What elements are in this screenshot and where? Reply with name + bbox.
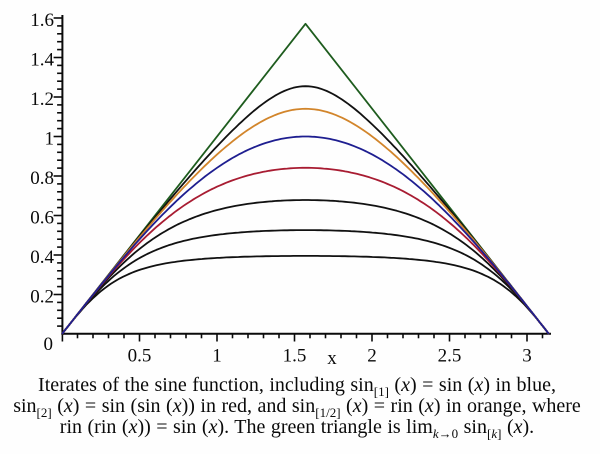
svg-text:0.4: 0.4 <box>30 247 54 268</box>
svg-text:0.5: 0.5 <box>128 346 152 367</box>
svg-text:1.2: 1.2 <box>30 89 54 110</box>
svg-text:2: 2 <box>367 346 377 367</box>
svg-text:0.6: 0.6 <box>30 208 54 229</box>
svg-text:1.6: 1.6 <box>30 10 54 31</box>
svg-text:1.5: 1.5 <box>283 346 307 367</box>
svg-text:1: 1 <box>212 346 222 367</box>
svg-text:2.5: 2.5 <box>438 346 462 367</box>
svg-text:1.4: 1.4 <box>30 50 54 71</box>
svg-text:0: 0 <box>44 334 54 355</box>
svg-text:3: 3 <box>522 346 532 367</box>
svg-text:0.2: 0.2 <box>30 287 54 308</box>
svg-text:0.8: 0.8 <box>30 168 54 189</box>
svg-text:1: 1 <box>45 129 55 150</box>
svg-text:x: x <box>327 348 337 369</box>
